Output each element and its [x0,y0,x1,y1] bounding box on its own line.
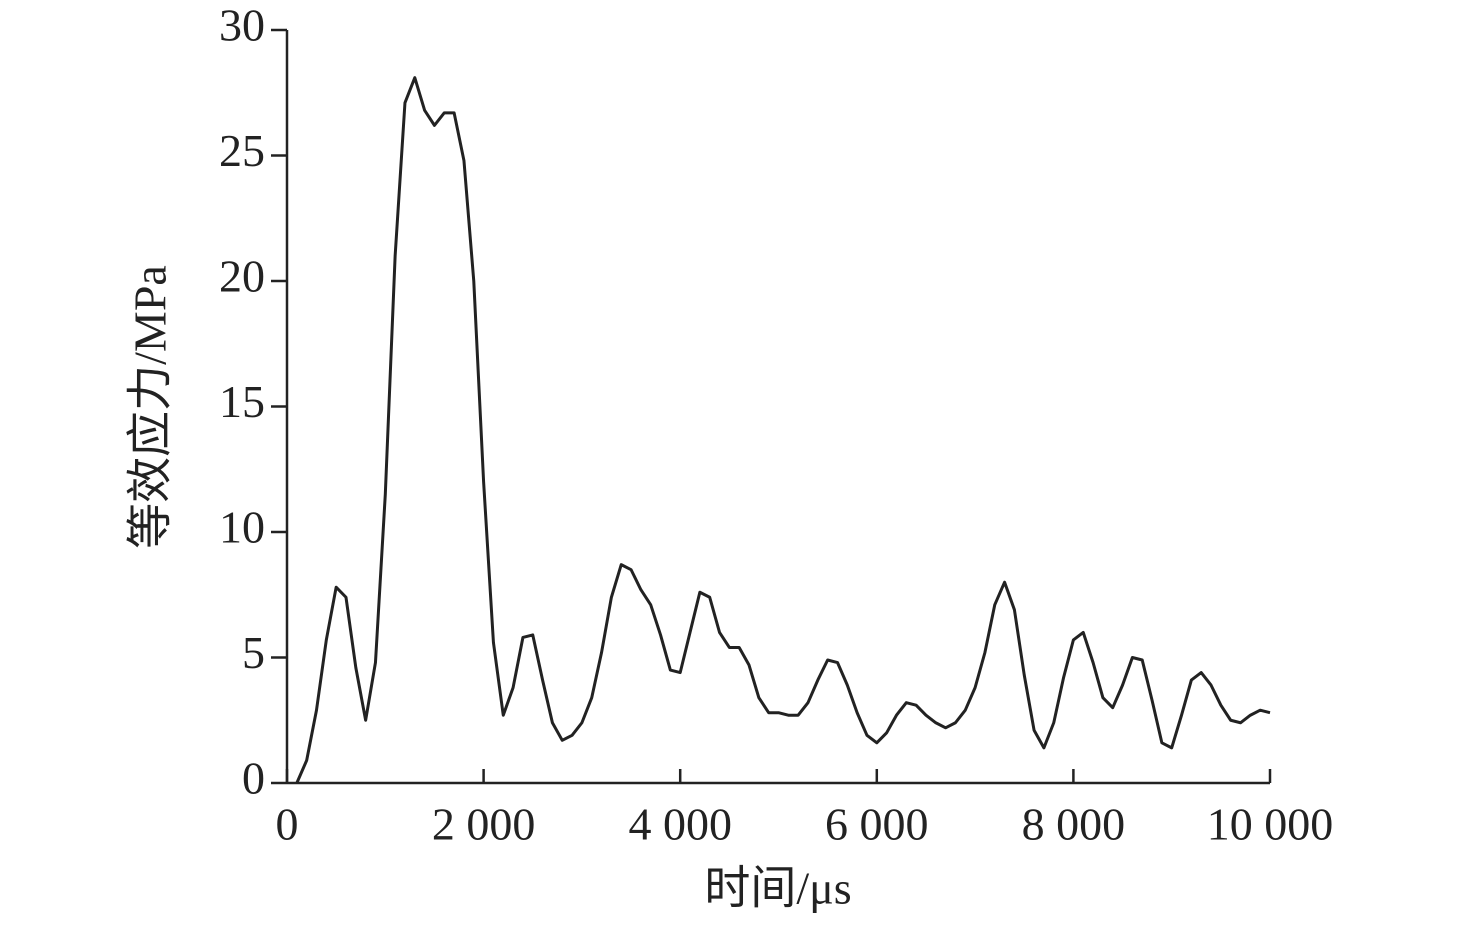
y-tick-label: 0 [242,753,265,804]
x-axis-label: 时间/μs [704,863,851,914]
x-tick-label: 8 000 [1022,799,1126,850]
y-tick-label: 10 [219,502,265,553]
x-tick-label: 2 000 [432,799,536,850]
y-tick-label: 20 [219,251,265,302]
x-tick-label: 10 000 [1207,799,1334,850]
y-axis-label: 等效应力/MPa [125,265,176,549]
y-tick-label: 5 [242,627,265,678]
x-tick-label: 0 [276,799,299,850]
y-tick-label: 25 [219,125,265,176]
y-tick-label: 30 [219,0,265,51]
x-tick-label: 4 000 [628,799,732,850]
x-tick-label: 6 000 [825,799,929,850]
data-line [295,76,1271,784]
y-tick-label: 15 [219,376,265,427]
